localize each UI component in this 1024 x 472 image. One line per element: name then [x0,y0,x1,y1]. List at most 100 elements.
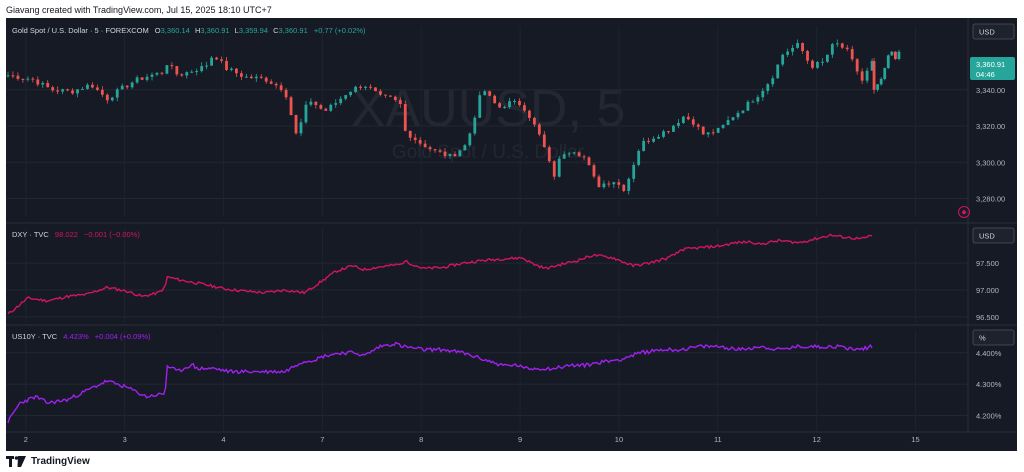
candle-body [220,59,223,61]
candle-body [890,51,894,56]
dxy-value: 98.022 [55,230,78,239]
candle-body [26,78,30,80]
gold-currency-button[interactable]: USD [972,23,1015,40]
candle-body [438,150,442,152]
alert-icon[interactable] [958,206,970,218]
candle-body [135,77,139,83]
dxy-currency-button[interactable]: USD [972,227,1015,244]
y-tick-label: 3,320.00 [976,122,1005,131]
gold-legend[interactable]: Gold Spot / U.S. Dollar · 5 · FOREXCOM O… [12,26,366,35]
candle-body [36,79,40,85]
candle-body [806,51,809,61]
candle-body [537,124,541,135]
candle-body [894,51,897,59]
candle-body [259,76,263,78]
us10y-legend[interactable]: US10Y · TVC 4.423% +0.004 (+0.09%) [12,332,151,341]
candle-body [314,101,318,106]
candle-body [572,152,576,154]
candle-body [736,112,740,118]
open-label: O [155,26,161,35]
candle-body [845,47,849,50]
candle-body [756,97,760,102]
y-tick-label: 4.200% [976,411,1002,420]
dxy-legend[interactable]: DXY · TVC 98.022 −0.001 (−0.00%) [12,230,140,239]
us10y-change: +0.004 (+0.09%) [95,332,151,341]
last-price-value: 3,360.91 [976,60,1005,69]
candle-body [801,43,804,52]
candle-body [140,77,144,80]
candle-body [294,115,298,134]
candle-body [781,54,785,65]
y-tick-label: 3,280.00 [976,195,1005,204]
candle-body [284,89,288,98]
candle-body [81,88,84,90]
candle-body [632,164,636,179]
candle-body [195,71,199,73]
candle-body [145,76,149,80]
candle-body [662,131,665,137]
candle-body [816,62,819,68]
candle-body [398,100,402,105]
candle-body [215,57,218,60]
brand-name: TradingView [31,455,90,467]
x-tick-label: 10 [615,435,623,444]
candle-body [165,65,169,74]
candle-body [746,101,750,111]
candle-body [872,61,876,90]
us10y-line[interactable] [7,341,873,424]
candle-body [393,96,397,101]
candle-body [423,143,427,148]
y-tick-label: 4.300% [976,380,1002,389]
candle-body [249,76,253,79]
watermark-ticker: XAUUSD, 5 [351,80,626,138]
candle-body [468,133,472,146]
candle-body [642,140,646,151]
candle-body [513,100,516,102]
time-axis[interactable]: 2 3 4 7 8 9 10 11 12 15 [24,435,920,444]
candle-body [324,108,328,111]
candle-body [811,60,814,68]
candle-body [274,83,278,86]
x-tick-label: 11 [714,435,722,444]
candle-body [66,89,69,91]
candle-body [652,138,655,142]
candle-body [105,94,109,101]
candle-body [865,70,869,81]
candle-body [354,86,358,92]
candle-body [622,184,626,191]
candle-body [289,97,293,116]
candle-body [388,95,392,97]
candle-body [825,54,829,62]
candle-body [374,87,377,92]
gold-candles[interactable] [6,39,901,195]
candle-body [870,61,874,71]
candle-body [369,86,372,88]
candle-body [95,87,99,90]
candle-body [61,89,65,92]
us10y-symbol-line: US10Y · TVC [12,332,58,341]
candle-body [344,95,348,99]
candle-body [11,75,15,77]
candle-body [413,137,417,141]
candle-body [235,68,238,74]
us10y-unit-button[interactable]: % [972,329,1015,346]
candle-body [175,66,179,75]
candle-body [51,87,55,91]
candle-body [339,98,343,104]
gold-grid: 3,340.00 3,320.00 3,300.00 3,280.00 [6,26,1005,217]
x-tick-label: 2 [24,435,28,444]
candle-body [493,95,497,104]
candle-body [597,176,601,188]
candle-body [761,90,765,98]
close-value: 3,360.91 [279,26,308,35]
candle-body [264,77,268,82]
candle-body [304,104,308,123]
y-tick-label: 97.000 [976,286,999,295]
candle-body [433,149,437,151]
tradingview-logo-icon [6,455,26,467]
dxy-line[interactable] [7,233,873,315]
candle-body [473,117,477,134]
candle-body [130,82,134,88]
candle-body [776,64,780,79]
